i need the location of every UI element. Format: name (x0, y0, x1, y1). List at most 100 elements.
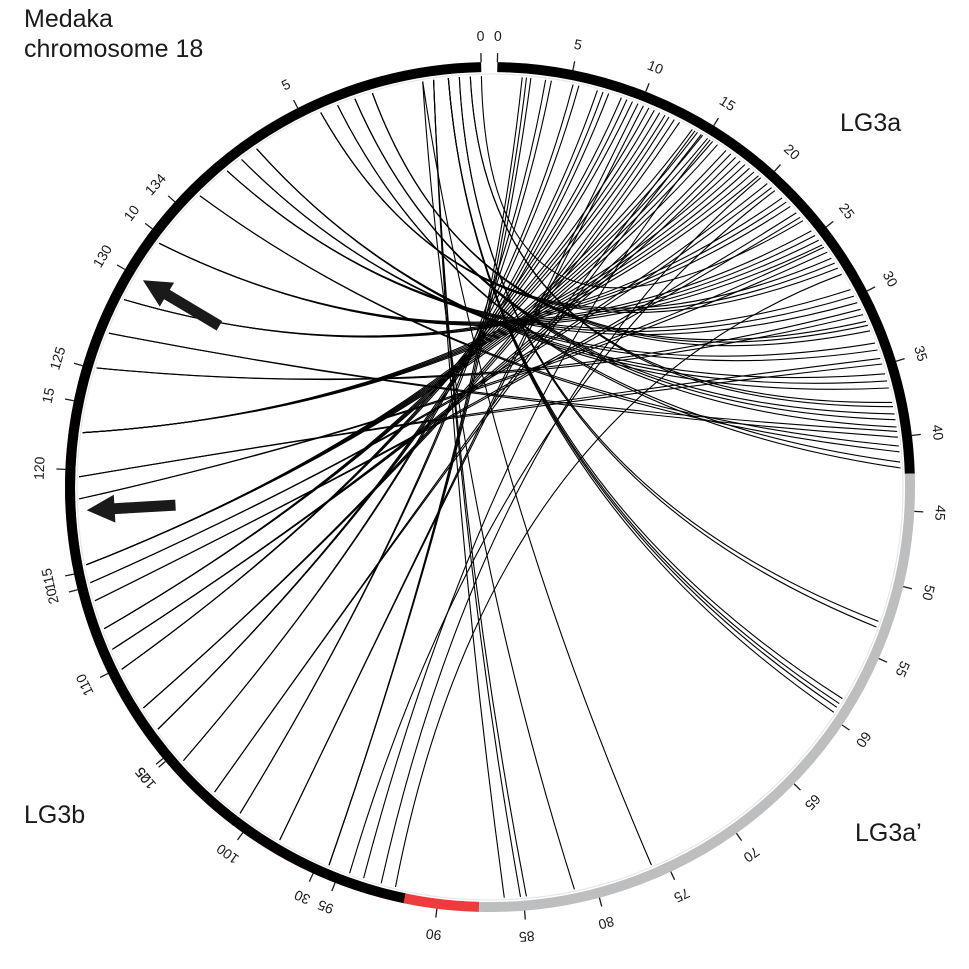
lg3-tick-15-mark (713, 117, 720, 127)
link-34-0 (380, 177, 762, 884)
lg3-tick-45-mark (914, 510, 924, 513)
lg3b-tick-110-label: 110 (72, 671, 96, 698)
link-33-0 (363, 139, 711, 879)
link-19-1 (86, 131, 698, 566)
link-3-1 (447, 78, 840, 705)
medaka-tick-10-label: 10 (120, 202, 142, 224)
link-1-1 (469, 76, 894, 408)
lg3b-tick-125-label: 125 (46, 345, 68, 372)
link-36-2 (433, 79, 505, 898)
link-26-0 (157, 90, 598, 730)
lg3b-tick-90-mark (435, 908, 438, 918)
lg3b-tick-120-label: 120 (31, 456, 48, 480)
lg3-tick-85-label: 85 (518, 928, 535, 945)
lg3-tick-55-mark (878, 657, 888, 663)
lg3b-tick-100-mark (236, 832, 244, 841)
lg3a-label: LG3a (840, 109, 902, 137)
link-25-2 (143, 121, 680, 709)
link-32-0 (349, 190, 776, 874)
link-21-0 (94, 212, 797, 602)
lg3-tick-20-label: 20 (781, 141, 803, 163)
medaka-tick-20-mark (68, 589, 78, 593)
lg3-tick-20-mark (774, 164, 781, 172)
lg3-tick-30-mark (866, 286, 876, 292)
link-13-1 (124, 201, 787, 338)
lg3b-tick-115-mark (65, 573, 75, 577)
lg3b-label: LG3b (24, 801, 86, 829)
lg3b-tick-125-mark (73, 362, 83, 367)
link-17-1 (79, 363, 883, 478)
link-3-3 (447, 78, 835, 713)
medaka-tick-15-label: 15 (39, 386, 58, 405)
inner-guide-ring (76, 73, 904, 901)
link-8-2 (256, 148, 889, 390)
lg3-tick-75-mark (670, 871, 676, 881)
medaka-label-line2: chromosome 18 (24, 35, 204, 63)
link-14-1 (108, 332, 899, 438)
lg3-tick-55-label: 55 (892, 659, 913, 680)
lg3b-tick-134-label: 134 (142, 170, 170, 198)
lg3-tick-10-label: 10 (645, 57, 666, 78)
lg3b-ideogram (65, 172, 480, 912)
link-9-1 (241, 159, 878, 362)
lg3b-tick-115-label: 115 (38, 567, 58, 592)
lg3-tick-85-mark (523, 910, 526, 920)
link-16-4 (82, 175, 759, 434)
lg3-tick-80-label: 80 (596, 913, 615, 933)
link-11-1 (199, 195, 900, 453)
medaka-label-line1: Medaka (24, 5, 113, 33)
link-26-1 (157, 91, 604, 730)
lg3-tick-50-label: 50 (919, 583, 938, 602)
lg3-tick-5-mark (572, 61, 576, 71)
synteny-links (79, 76, 901, 898)
link-26-2 (157, 93, 610, 730)
lg3-tick-25-mark (825, 220, 834, 228)
lg3-tick-40-label: 40 (929, 424, 947, 442)
lg3-tick-75-label: 75 (671, 885, 692, 906)
medaka-tick-5-label: 5 (279, 76, 293, 94)
lg3b-tick-105-mark (158, 760, 166, 768)
lg3b-tick-134-mark (167, 195, 176, 203)
lg3b-tick-90-label: 90 (425, 926, 443, 944)
lg3-tick-30-label: 30 (880, 268, 901, 289)
lg3a-prime-label: LG3a’ (855, 819, 922, 847)
lg3-tick-25-label: 25 (836, 200, 858, 222)
lg3b-tick-95-mark (331, 882, 336, 892)
link-28-1 (214, 134, 702, 793)
lg3-tick-35-label: 35 (911, 344, 931, 364)
annotation-arrows (86, 280, 223, 523)
lg3-tick-60-mark (841, 724, 850, 731)
medaka-tick-30-mark (308, 873, 314, 882)
lg3-tick-80-mark (598, 897, 603, 907)
link-2-1 (458, 77, 877, 628)
lg3-tick-0-label: 0 (494, 28, 502, 44)
medaka-tick-5-mark (293, 99, 299, 109)
lg3b-tick-95-label: 95 (315, 897, 336, 918)
link-21-1 (94, 216, 801, 602)
lg3-tick-40-mark (911, 433, 921, 437)
link-22-1 (103, 110, 655, 630)
link-7-2 (320, 112, 839, 314)
lg3-tick-35-mark (895, 357, 905, 362)
link-13-2 (124, 205, 791, 338)
link-28-0 (214, 130, 696, 793)
lg3-tick-60-label: 60 (853, 729, 875, 751)
link-24-2 (121, 101, 633, 670)
link-29-1 (239, 80, 552, 814)
link-30-1 (279, 105, 644, 841)
scale-ticks: 0510152025303540455055606570758085909510… (31, 28, 949, 946)
medaka-tick-30-label: 30 (292, 887, 313, 908)
link-35-0 (394, 273, 842, 888)
medaka-tick-15-mark (64, 398, 74, 402)
medaka-chromosome-18-ideogram (65, 62, 482, 904)
lg3b-tick-130-mark (116, 264, 126, 271)
lg3-tick-65-label: 65 (802, 791, 824, 813)
link-22-0 (103, 107, 650, 630)
lg3-tick-70-mark (735, 832, 743, 841)
lg3-tick-10-mark (645, 82, 650, 92)
lg3b-tick-130-label: 130 (89, 242, 115, 270)
lg3-tick-15-label: 15 (717, 92, 739, 114)
lg3b-tick-100-label: 100 (213, 841, 241, 868)
lg3-tick-50-mark (903, 585, 913, 590)
